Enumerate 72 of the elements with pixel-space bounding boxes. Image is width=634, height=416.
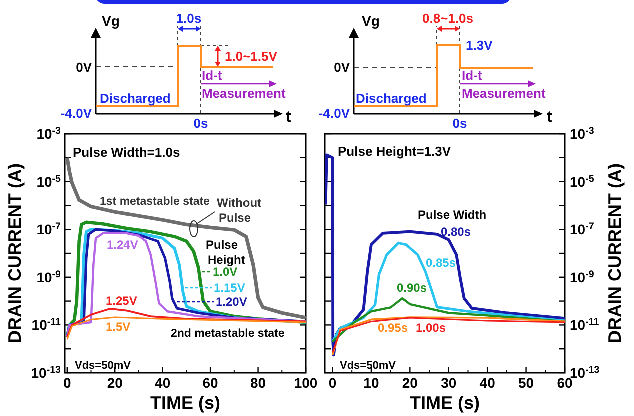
text: 0s bbox=[194, 116, 208, 131]
y-tick-label: 10$^{-7}$ bbox=[36, 221, 62, 238]
text: 1.0~1.5V bbox=[225, 49, 278, 64]
x-tick-label: 60 bbox=[202, 375, 219, 391]
text: t bbox=[547, 109, 553, 126]
series-label: 0.85s bbox=[426, 256, 456, 270]
y2-tick-label: 10$^{-9}$ bbox=[570, 268, 595, 286]
annotation: 1st metastable state bbox=[100, 196, 210, 208]
x-tick-label: 0 bbox=[328, 375, 337, 391]
y-tick-label: 10$^{-3}$ bbox=[36, 126, 62, 142]
x-tick-label: 60 bbox=[557, 375, 573, 391]
annotation: Vds=50mV bbox=[75, 360, 132, 372]
annotation: Pulse Height=1.3V bbox=[338, 144, 452, 159]
text: 0s bbox=[452, 116, 468, 131]
x-axis-title: TIME (s) bbox=[410, 393, 480, 413]
annotation: Vds=50mV bbox=[340, 360, 397, 372]
annotation: Pulse Width bbox=[418, 208, 487, 222]
series-label: 0.95s bbox=[378, 321, 408, 335]
annotation: Pulse Width=1.0s bbox=[73, 145, 180, 160]
y-tick-label: 10$^{-11}$ bbox=[32, 316, 62, 334]
x-tick-label: 10 bbox=[364, 375, 380, 391]
x-tick-label: 50 bbox=[518, 375, 534, 391]
legend-label: 1.0V bbox=[213, 265, 238, 279]
x-tick-label: 20 bbox=[107, 375, 124, 391]
text: 0.8~1.0s bbox=[422, 11, 474, 26]
text: Id-t bbox=[202, 68, 223, 83]
x-axis-title: TIME (s) bbox=[150, 393, 220, 413]
x-tick-label: 80 bbox=[250, 375, 266, 391]
y2-tick-label: 10$^{-7}$ bbox=[570, 221, 595, 238]
line-series bbox=[332, 297, 565, 344]
text: -4.0V bbox=[60, 106, 92, 121]
series-label: 1.24V bbox=[107, 238, 138, 252]
line-series bbox=[66, 156, 306, 320]
text: t bbox=[286, 109, 292, 126]
legend-label: 1.20V bbox=[216, 295, 248, 309]
series-label: 0.90s bbox=[397, 281, 428, 295]
line-series bbox=[66, 316, 306, 340]
text: Vg bbox=[102, 13, 120, 29]
annotation: Pulse Height bbox=[206, 238, 246, 267]
text: Id-t bbox=[462, 68, 483, 83]
text: Measurement bbox=[462, 86, 546, 101]
text: Measurement bbox=[202, 86, 286, 101]
legend-label: 1.15V bbox=[214, 281, 246, 295]
series-label: Without Pulse bbox=[217, 196, 262, 225]
line-series bbox=[66, 308, 306, 338]
x-tick-label: 40 bbox=[480, 375, 496, 391]
annotation: 2nd metastable state bbox=[171, 328, 285, 340]
y-axis-title: DRAIN CURRENT (A) bbox=[5, 164, 25, 344]
text: 1.3V bbox=[466, 38, 494, 53]
x-tick-label: 100 bbox=[294, 375, 318, 391]
series-label: 1.00s bbox=[416, 321, 446, 335]
y-tick-label: 10$^{-9}$ bbox=[36, 268, 62, 286]
x-tick-label: 40 bbox=[155, 375, 171, 391]
text: 0V bbox=[334, 60, 350, 75]
x-tick-label: 20 bbox=[402, 375, 418, 391]
y-tick-label: 10$^{-13}$ bbox=[31, 364, 62, 381]
series-label: 1.5V bbox=[106, 320, 131, 334]
y2-axis-title: DRAIN CURRENT (A) bbox=[605, 164, 625, 344]
x-tick-label: 30 bbox=[441, 375, 457, 391]
text: 0V bbox=[76, 60, 92, 75]
text: 1.0s bbox=[176, 11, 202, 26]
series-label: 0.80s bbox=[441, 225, 472, 239]
y2-tick-label: 10$^{-3}$ bbox=[570, 126, 595, 142]
text: Vg bbox=[362, 13, 380, 29]
y-tick-label: 10$^{-5}$ bbox=[36, 173, 62, 190]
text: Discharged bbox=[100, 91, 171, 106]
series-label: 1.25V bbox=[106, 294, 138, 308]
x-tick-label: 0 bbox=[63, 375, 72, 391]
text: -4.0V bbox=[318, 106, 350, 121]
y2-tick-label: 10$^{-5}$ bbox=[570, 173, 595, 190]
text: Discharged bbox=[356, 91, 427, 106]
y2-tick-label: 10$^{-11}$ bbox=[570, 316, 600, 334]
